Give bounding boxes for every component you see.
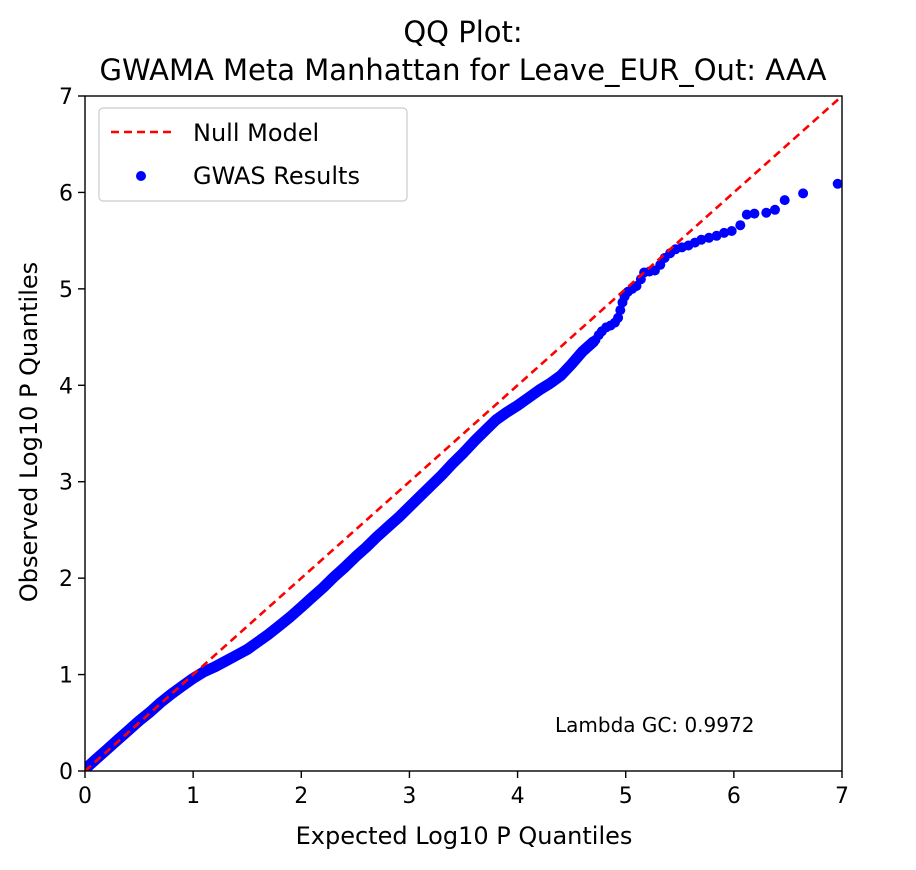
x-tick-label-3: 3 <box>402 784 416 809</box>
x-axis-label: Expected Log10 P Quantiles <box>296 822 633 850</box>
chart-title-line2: GWAMA Meta Manhattan for Leave_EUR_Out: … <box>100 53 827 87</box>
legend-gwas-results-label: GWAS Results <box>193 162 360 190</box>
gwas-point-36 <box>832 178 842 189</box>
null-model-line <box>85 96 842 771</box>
gwas-point-35 <box>798 188 809 199</box>
x-tick-label-1: 1 <box>186 784 200 809</box>
gwas-point-29 <box>735 220 746 231</box>
plot-area <box>84 95 843 772</box>
gwas-point-30 <box>741 209 752 220</box>
axis-ticks: 0 1 2 3 4 5 6 7 0 1 2 3 4 5 6 7 <box>59 85 849 809</box>
chart-title-line1: QQ Plot: <box>403 15 522 49</box>
y-tick-label-6: 6 <box>59 181 73 206</box>
x-tick-label-5: 5 <box>619 784 633 809</box>
y-tick-label-1: 1 <box>59 664 73 689</box>
x-tick-label-6: 6 <box>727 784 741 809</box>
legend: Null Model GWAS Results <box>98 107 408 202</box>
y-tick-label-7: 7 <box>59 85 73 110</box>
y-tick-label-2: 2 <box>59 567 73 592</box>
gwas-point-33 <box>770 204 780 215</box>
gwas-point-27 <box>719 227 730 238</box>
gwas-point-32 <box>761 207 772 218</box>
gwas-point-7 <box>615 305 626 316</box>
gwas-results-dense-curve <box>85 336 599 771</box>
legend-box <box>98 107 408 202</box>
data-marks <box>85 96 842 771</box>
y-tick-label-5: 5 <box>59 278 73 303</box>
x-tick-label-0: 0 <box>78 784 92 809</box>
legend-null-model-label: Null Model <box>193 119 319 147</box>
gwas-point-28 <box>726 226 737 236</box>
gwas-point-31 <box>749 208 760 219</box>
x-tick-label-7: 7 <box>835 784 849 809</box>
lambda-gc-annotation: Lambda GC: 0.9972 <box>555 713 754 737</box>
y-tick-label-3: 3 <box>59 471 73 496</box>
gwas-point-24 <box>696 234 707 245</box>
gwas-point-26 <box>711 230 722 241</box>
gwas-point-34 <box>779 195 790 206</box>
y-axis-label: Observed Log10 P Quantiles <box>15 262 43 602</box>
y-tick-label-4: 4 <box>59 374 73 399</box>
x-tick-label-4: 4 <box>511 784 525 809</box>
gwas-point-6 <box>613 312 624 323</box>
x-tick-label-2: 2 <box>294 784 308 809</box>
y-tick-label-0: 0 <box>59 760 73 785</box>
gwas-point-25 <box>704 232 714 243</box>
legend-gwas-results-swatch <box>136 171 146 181</box>
axes-frame <box>84 95 843 772</box>
